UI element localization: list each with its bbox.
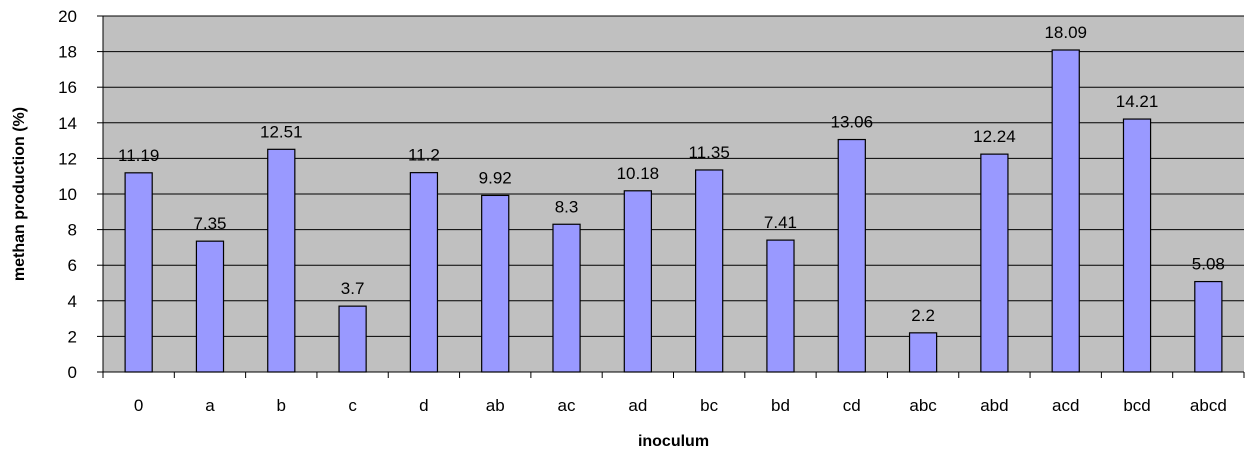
x-tick-label: bc (700, 396, 718, 415)
x-tick-label: bcd (1123, 396, 1150, 415)
x-tick-label: abd (980, 396, 1008, 415)
bar (766, 239, 795, 373)
data-label: 14.21 (1116, 92, 1159, 111)
x-tick-label: 0 (134, 396, 143, 415)
x-tick-label: cd (843, 396, 861, 415)
x-tick-label: acd (1052, 396, 1079, 415)
y-tick-label: 8 (68, 221, 77, 240)
bar (409, 172, 439, 373)
data-label: 11.35 (689, 143, 730, 162)
bars (124, 49, 1223, 373)
y-tick-label: 2 (68, 327, 77, 346)
bar (267, 148, 296, 373)
bar (481, 194, 510, 373)
x-tick-label: c (348, 396, 357, 415)
bar (1194, 280, 1223, 373)
bar (908, 332, 938, 373)
x-tick-label: bd (771, 396, 790, 415)
y-axis-title: methan production (%) (11, 107, 28, 281)
x-tick-label: ab (486, 396, 505, 415)
bar (338, 305, 367, 373)
y-tick-label: 10 (58, 185, 77, 204)
data-label: 3.7 (341, 279, 365, 298)
bar (1051, 49, 1080, 373)
bar (837, 138, 866, 373)
x-tick-label: ac (558, 396, 576, 415)
x-tick-label: a (205, 396, 215, 415)
bar (623, 190, 652, 373)
y-tick-label: 20 (58, 7, 77, 26)
data-label: 13.06 (831, 113, 874, 132)
bar (195, 240, 225, 373)
data-label: 7.35 (193, 214, 226, 233)
x-tick-label: ad (628, 396, 647, 415)
x-tick-labels: 0 a b c d ab ac ad bc bd cd abc abd acd bcd abcd (134, 396, 1227, 415)
x-tick-label: d (419, 396, 428, 415)
y-tick-label: 6 (68, 256, 77, 275)
data-label: 10.18 (617, 164, 660, 183)
axes (97, 15, 1245, 378)
data-label: 12.24 (973, 127, 1016, 146)
data-label: 12.51 (260, 122, 303, 141)
x-tick-label: abc (909, 396, 937, 415)
data-label: 5.08 (1192, 255, 1225, 274)
data-label: 11.2 (408, 146, 440, 165)
bar (1122, 118, 1152, 373)
data-label: 2.2 (911, 306, 935, 325)
y-tick-labels: 0 2 4 6 8 10 12 14 16 18 20 (58, 7, 77, 382)
y-tick-label: 14 (58, 114, 77, 133)
data-label: 9.92 (479, 168, 512, 187)
bar (980, 153, 1009, 373)
data-label: 18.09 (1044, 23, 1087, 42)
y-tick-label: 18 (58, 43, 77, 62)
y-tick-label: 0 (68, 363, 77, 382)
bar (124, 172, 153, 373)
data-label: 8.3 (555, 197, 579, 216)
x-tick-label: b (277, 396, 286, 415)
bar (695, 169, 724, 373)
y-tick-label: 4 (68, 292, 77, 311)
y-tick-label: 12 (58, 149, 77, 168)
x-tick-label: abcd (1190, 396, 1227, 415)
bar (552, 223, 581, 373)
data-label: 7.41 (764, 213, 797, 232)
data-label: 11.19 (118, 146, 159, 165)
x-axis-title: inoculum (638, 433, 709, 450)
data-labels: 11.19 7.35 12.51 3.7 11.2 9.92 8.3 10.18 11.35 7.… (118, 23, 1225, 325)
y-tick-label: 16 (58, 78, 77, 97)
